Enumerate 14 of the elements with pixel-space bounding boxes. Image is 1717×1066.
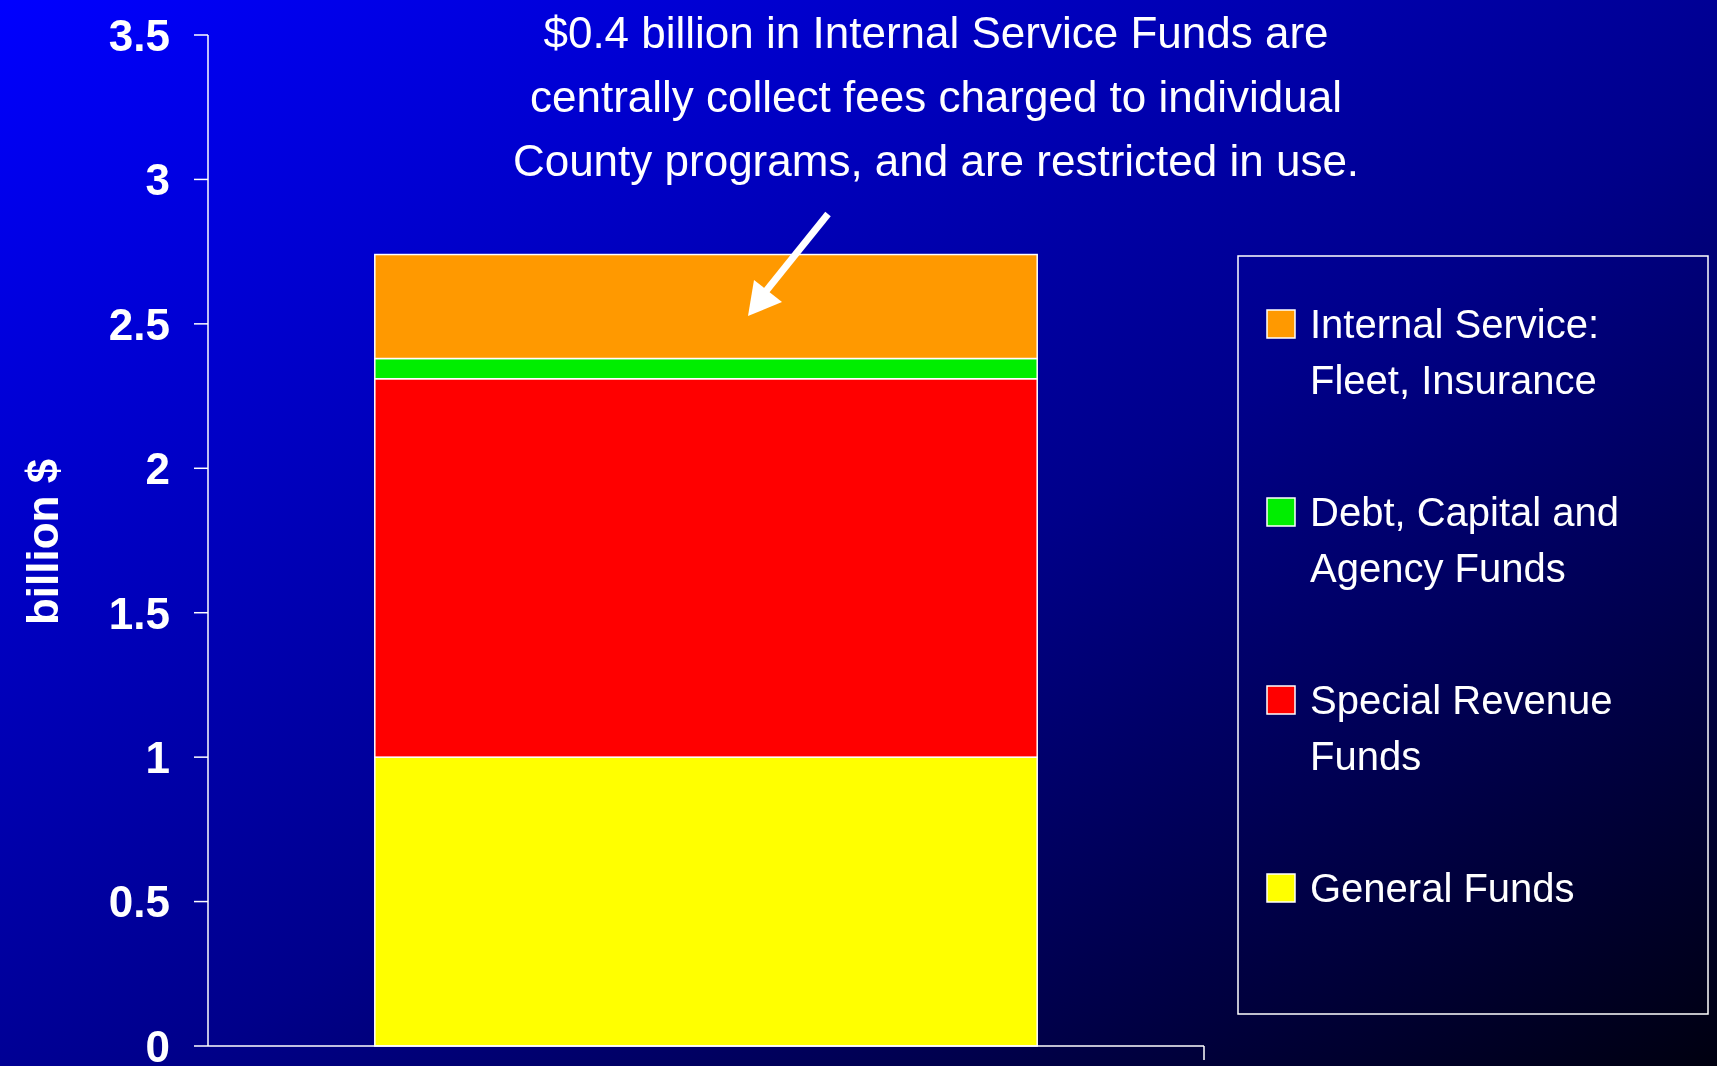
y-tick-label: 1 xyxy=(145,732,170,782)
legend-label: Debt, Capital and Agency Funds xyxy=(1310,490,1620,590)
annotation: $0.4 billion in Internal Service Funds are centrally collect fees charged to individual County programs, and are restricted in use. xyxy=(512,8,1360,185)
y-tick-label: 2.5 xyxy=(108,299,170,349)
y-axis-title: billion $ xyxy=(18,458,67,626)
y-tick-label: 2 xyxy=(145,444,170,494)
legend-label: Special Revenue Funds xyxy=(1310,678,1613,778)
y-tick-label: 3.5 xyxy=(108,10,170,60)
y-tick-label: 1.5 xyxy=(108,588,170,638)
y-tick-label: 0.5 xyxy=(108,877,170,927)
y-tick-label: 0 xyxy=(145,1021,170,1066)
legend-label: Internal Service: Fleet, Insurance xyxy=(1310,302,1600,402)
y-tick-label: 3 xyxy=(145,155,170,205)
legend-label: General Funds xyxy=(1310,866,1575,910)
